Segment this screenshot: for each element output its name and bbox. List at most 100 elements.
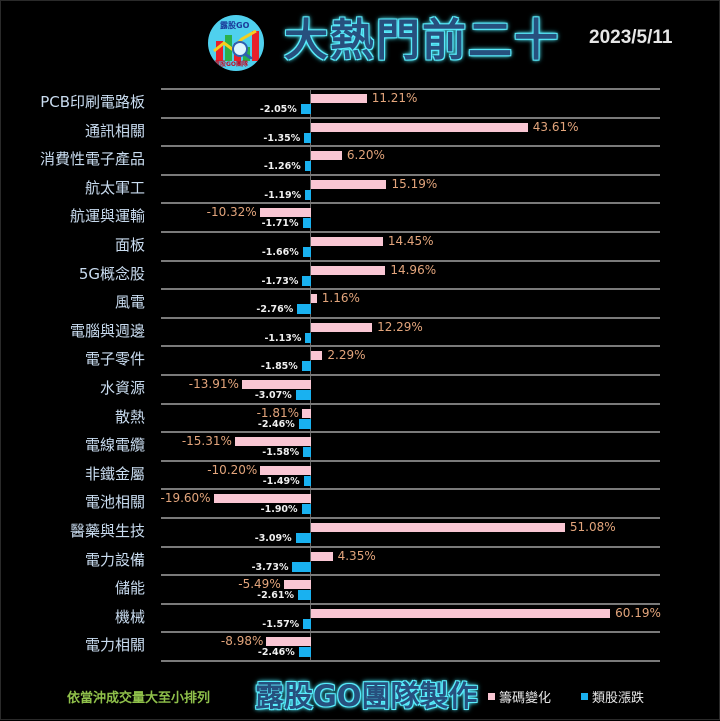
sector-change-value: -2.76% <box>256 304 294 316</box>
chip-change-value: -8.98% <box>220 634 264 649</box>
blue-swatch-icon <box>581 693 588 700</box>
category-label: PCB印刷電路板 <box>40 93 145 111</box>
chip-change-value: 15.19% <box>391 176 438 191</box>
gridline <box>161 288 660 291</box>
chip-change-bar <box>311 608 611 618</box>
category-label: 通訊相關 <box>84 121 145 140</box>
gridline <box>161 574 660 577</box>
sector-change-bar <box>302 247 311 257</box>
sector-change-value: -2.61% <box>257 590 295 602</box>
category-label: 電線電纜 <box>84 436 145 455</box>
chip-change-value: 1.16% <box>321 291 360 306</box>
trend-arrow-icon <box>213 29 257 59</box>
sector-change-bar <box>303 618 311 629</box>
sector-change-value: -1.35% <box>263 132 301 144</box>
gridline <box>161 545 660 548</box>
chip-change-value: -10.32% <box>206 205 257 220</box>
sector-change-bar <box>298 418 311 429</box>
sector-change-bar <box>303 447 311 458</box>
gridline <box>161 202 660 205</box>
sector-change-bar <box>302 218 311 229</box>
sector-change-bar <box>305 189 311 200</box>
chip-change-bar <box>283 580 311 590</box>
sector-change-value: -3.73% <box>251 561 289 573</box>
logo-bar-icon <box>252 31 259 61</box>
gridline <box>161 88 660 90</box>
brand-logo: 露股GO 露股GO團隊 <box>208 15 264 71</box>
category-label: 消費性電子產品 <box>39 150 145 169</box>
sector-change-bar <box>295 533 311 543</box>
chip-change-bar <box>259 208 311 218</box>
sector-change-value: -1.19% <box>264 189 302 201</box>
gridline <box>161 316 660 319</box>
sector-change-value: -1.58% <box>262 447 300 459</box>
gridline <box>161 488 660 491</box>
chip-change-value: 4.35% <box>337 548 376 563</box>
chip-change-bar <box>311 523 565 532</box>
sector-change-value: -1.26% <box>263 161 301 173</box>
sector-change-value: -2.46% <box>257 418 295 430</box>
category-label: 醫藥與生技 <box>69 522 145 540</box>
logo-bar-icon <box>216 41 223 61</box>
legend-item-chip-change: 籌碼變化 <box>488 687 551 706</box>
gridline <box>161 459 660 462</box>
chip-change-bar <box>311 94 367 103</box>
chip-change-bar <box>311 237 383 246</box>
legend-item-sector-change: 類股漲跌 <box>581 687 644 706</box>
chip-change-value: 11.21% <box>371 91 418 105</box>
category-label: 風電 <box>114 293 145 312</box>
sector-change-value: -2.05% <box>259 104 297 115</box>
chip-change-bar <box>311 294 317 304</box>
chip-change-bar <box>311 122 528 132</box>
sort-note: 依當沖成交量大至小排列 <box>67 691 211 706</box>
category-label: 電子零件 <box>84 350 145 369</box>
sector-change-value: -1.73% <box>261 275 299 287</box>
category-label: 非鐵金屬 <box>84 464 145 483</box>
sector-change-value: -1.13% <box>264 332 302 344</box>
gridline <box>161 402 660 405</box>
gridline <box>161 116 660 119</box>
chip-change-value: -1.81% <box>256 405 300 420</box>
chip-change-bar <box>266 637 311 647</box>
category-label: 面板 <box>114 236 145 254</box>
chip-change-bar <box>311 322 373 332</box>
page-title: 大熱門前二十 <box>284 15 560 66</box>
category-label: 航太軍工 <box>84 178 145 197</box>
logo-text: 露股GO <box>220 21 250 30</box>
gridline <box>161 145 660 148</box>
gridline <box>161 231 660 233</box>
gridline <box>161 631 660 634</box>
chip-change-bar <box>260 465 311 475</box>
chip-change-value: -10.20% <box>207 462 258 477</box>
sector-change-bar <box>297 304 311 315</box>
chip-change-bar <box>311 351 323 361</box>
sector-change-value: -3.09% <box>254 533 292 544</box>
chip-change-value: -13.91% <box>188 377 239 391</box>
logo-subtext: 露股GO團隊 <box>214 61 249 68</box>
sector-change-bar <box>292 561 311 572</box>
sector-change-value: -1.57% <box>262 618 300 630</box>
chip-change-value: 6.20% <box>346 148 385 163</box>
sector-change-bar <box>303 475 311 486</box>
gridline <box>161 173 660 176</box>
gridline <box>161 602 660 605</box>
chip-change-value: -5.49% <box>238 577 281 592</box>
chip-change-bar <box>311 179 387 189</box>
category-label: 儲能 <box>114 579 145 598</box>
chip-change-value: -15.31% <box>181 434 232 449</box>
sector-change-bar <box>298 647 311 658</box>
chip-change-value: 14.45% <box>387 234 434 248</box>
category-label: 5G概念股 <box>78 264 145 283</box>
report-date: 2023/5/11 <box>589 27 673 48</box>
chip-change-bar <box>311 265 386 275</box>
chip-change-value: 60.19% <box>615 605 661 620</box>
sector-change-bar <box>301 504 311 515</box>
gridline <box>161 374 660 376</box>
chip-change-bar <box>241 380 311 389</box>
sector-change-value: -1.90% <box>260 504 298 516</box>
chip-change-value: 12.29% <box>377 319 423 334</box>
sector-change-bar <box>301 361 311 372</box>
sector-change-bar <box>305 332 311 343</box>
